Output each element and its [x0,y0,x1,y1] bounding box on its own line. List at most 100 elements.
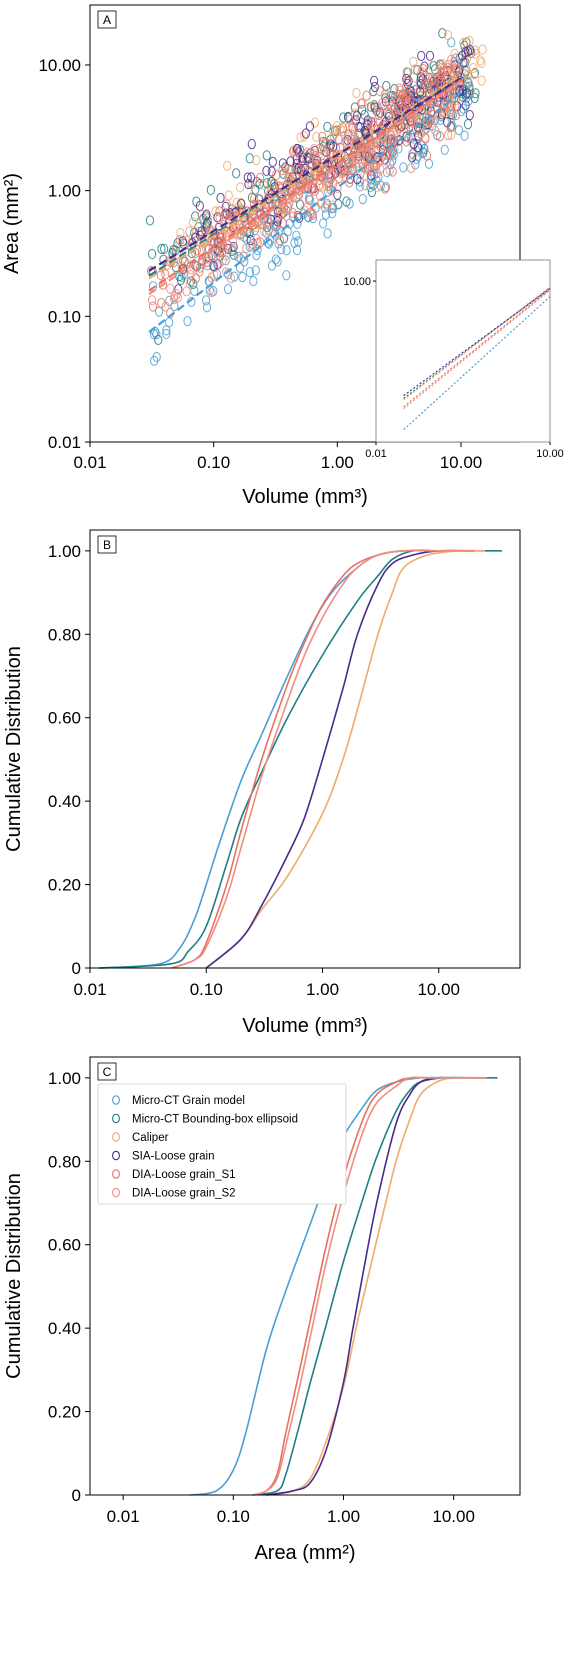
scatter-point [360,155,370,166]
scatter-point [430,73,439,85]
cdf-line [266,1076,487,1496]
scatter-point [477,75,486,86]
scatter-point [220,211,229,222]
scatter-point [390,84,399,95]
inset-fit-line [403,296,551,431]
scatter-point [408,152,417,163]
y-axis-label: Cumulative Distribution [3,1173,25,1379]
scatter-point [232,168,241,179]
scatter-point [222,267,231,278]
fit-line [148,77,462,272]
scatter-point [189,278,198,290]
scatter-point [435,131,445,142]
scatter-point [437,69,446,80]
scatter-point [150,355,159,366]
scatter-point [399,162,408,173]
scatter-point [252,155,261,166]
scatter-point [332,125,341,136]
x-axis-label: Volume (mm³) [242,486,368,508]
panel-a: A 0.01 0.10 1.00 10.00 0.01 0.10 1.00 10.00 Volum… [1,4,564,508]
scatter-point [410,112,419,123]
scatter-point [460,130,469,141]
scatter-point [374,109,384,121]
panel-tag-box [97,10,117,29]
scatter-point [245,153,254,164]
scatter-point [237,198,246,210]
scatter-point [149,329,159,340]
scatter-point [402,76,412,87]
scatter-point [359,141,368,152]
x-tick-label: 10.00 [432,1507,475,1526]
scatter-point [465,81,474,92]
scatter-point [469,62,478,74]
scatter-point [381,183,390,194]
panel-tag-box [97,535,117,554]
scatter-point [323,176,332,188]
scatter-point [333,182,342,193]
panel-tag: A [103,13,111,27]
legend-marker [112,1132,120,1142]
scatter-point [286,164,295,175]
scatter-point [385,165,394,176]
scatter-point [300,205,309,216]
scatter-point [154,334,163,346]
scatter-point [170,300,179,312]
scatter-point [342,196,351,207]
scatter-point [247,179,256,190]
scatter-point [267,166,276,177]
scatter-point [152,351,161,363]
scatter-point [202,257,211,268]
cdf-line [205,549,486,969]
scatter-point [148,248,157,260]
scatter-point [202,295,211,306]
scatter-point [312,131,321,143]
scatter-point [362,90,371,101]
scatter-point [249,193,259,204]
scatter-point [461,47,470,58]
scatter-point [295,212,304,223]
legend-marker [112,1095,120,1105]
inset-x-tick-label: 10.00 [536,448,564,460]
scatter-point [471,88,480,99]
scatter-point [329,202,338,214]
scatter-point [440,99,449,110]
scatter-point [318,131,327,142]
x-tick-label: 0.01 [73,453,106,472]
scatter-point [461,100,470,111]
scatter-point [404,99,413,110]
scatter-point [226,273,236,284]
legend-entry-label: SIA-Loose grain [132,1151,214,1163]
scatter-point [306,179,315,190]
scatter-point [381,182,391,193]
scatter-point [223,283,233,295]
inset-frame [375,259,551,443]
panel-b: B 0.01 0.10 1.00 10.00 0 0.20 0.40 0.60 0.80 1.00 V… [3,529,521,1037]
scatter-point [419,64,428,75]
scatter-point [444,130,453,141]
scatter-point [147,295,157,306]
y-tick-label: 0.40 [48,792,81,811]
y-tick-label: 0.20 [48,876,81,895]
scatter-point [274,181,284,192]
scatter-point [215,206,224,217]
fit-line [148,74,462,280]
legend-entry-label: Micro-CT Bounding-box ellipsoid [132,1114,298,1126]
inset-fit-line [403,289,551,410]
legend-entry-label: Caliper [132,1132,169,1144]
scatter-point [463,119,473,130]
scatter-point [440,144,449,155]
scatter-point [157,297,166,309]
scatter-point [454,86,464,97]
scatter-point [292,154,301,165]
x-axis-label: Area (mm²) [254,1542,355,1564]
scatter-point [402,131,411,142]
scatter-point [459,57,468,68]
scatter-point [174,284,183,295]
scatter-point [166,283,175,294]
scatter-point [282,270,291,281]
scatter-point [230,228,239,239]
scatter-point [358,161,368,172]
scatter-point [458,85,467,96]
scatter-point [425,50,435,61]
scatter-point [216,192,225,204]
